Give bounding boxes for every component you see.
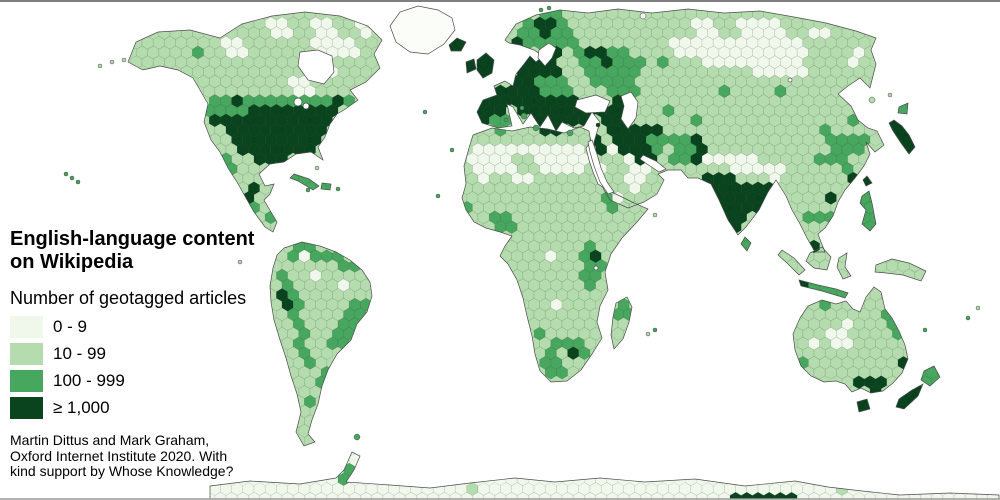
coastline-africa bbox=[461, 126, 649, 383]
coastline-sri-lanka bbox=[740, 236, 752, 252]
coastline-philippines bbox=[859, 190, 877, 232]
coastline-ireland bbox=[465, 58, 477, 74]
lake-lake-baikal bbox=[787, 77, 793, 83]
coastline-java bbox=[798, 279, 849, 299]
sea-caspian-sea bbox=[620, 91, 639, 130]
coastline-sumatra bbox=[777, 249, 806, 276]
coastline-japan-hokkaido bbox=[897, 102, 909, 115]
coastline-taiwan bbox=[862, 175, 873, 187]
coastline-greenland bbox=[389, 5, 456, 55]
sea-red-sea bbox=[587, 139, 615, 195]
sea-baltic-sea bbox=[537, 42, 557, 67]
coastline-madagascar bbox=[610, 296, 633, 350]
coastline-borneo bbox=[805, 246, 832, 271]
coastline-iceland bbox=[448, 37, 467, 52]
sea-hudson-bay bbox=[297, 49, 335, 85]
inland-seas bbox=[293, 42, 793, 271]
coastline-cuba bbox=[289, 173, 320, 191]
hexbin-layer bbox=[130, 9, 999, 499]
sea-persian-gulf bbox=[639, 154, 667, 173]
coastline-south-america bbox=[269, 241, 373, 447]
coastline-new-guinea bbox=[874, 258, 927, 282]
landmass-japan-honshu bbox=[889, 120, 915, 154]
lake-great-lakes-e bbox=[302, 102, 310, 110]
lake-great-lakes-w bbox=[293, 97, 303, 107]
coastline-sulawesi bbox=[836, 252, 852, 280]
coastline-nz-south-island bbox=[895, 383, 924, 410]
landmass-greenland bbox=[390, 6, 455, 54]
coastline-outlines bbox=[127, 5, 1000, 500]
coastline-nz-north-island bbox=[920, 365, 941, 387]
lake-lake-victoria bbox=[593, 265, 599, 271]
coastline-tasmania bbox=[856, 398, 871, 413]
small-islands bbox=[63, 5, 981, 441]
coastline-hispaniola bbox=[320, 182, 332, 191]
coastline-japan-honshu bbox=[888, 119, 916, 155]
sea-black-sea bbox=[574, 94, 611, 114]
coastline-antarctica bbox=[209, 451, 1000, 500]
coastline-great-britain bbox=[476, 52, 495, 79]
coastline-eurasia bbox=[476, 8, 885, 253]
coastline-north-america bbox=[127, 11, 383, 233]
coastline-australia bbox=[792, 286, 909, 394]
